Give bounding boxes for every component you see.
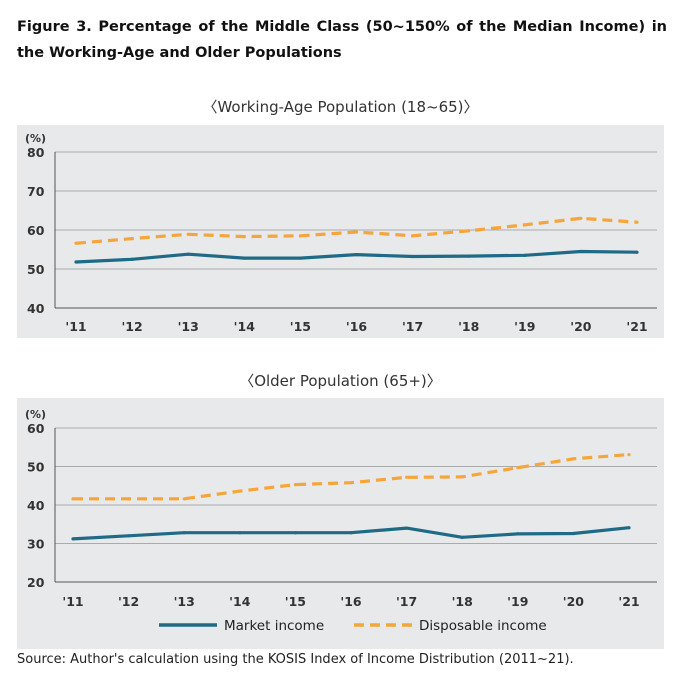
data-point [627, 526, 631, 530]
working-age-chart-svg: (%) 40 50 60 70 80 '11 '12 '13 '14 '15 '16 '17 '18 '19… [25, 132, 657, 334]
x-tick-label: '21 [618, 594, 639, 609]
source-note: Source: Author's calculation using the K… [17, 652, 574, 667]
data-point [298, 234, 302, 238]
data-point [127, 497, 131, 501]
data-point [579, 216, 583, 220]
data-point [467, 254, 471, 258]
y-tick-label: 80 [27, 145, 45, 160]
data-point [460, 535, 464, 539]
figure-title: Figure 3. Percentage of the Middle Class… [17, 19, 667, 61]
y-unit-label: (%) [25, 408, 46, 421]
x-tick-label: '16 [340, 594, 362, 609]
chart-panel: (%) 40 50 60 70 80 '11 '12 '13 '14 '15 '16 '17 '18 '19… [17, 125, 664, 338]
x-tick-label: '12 [118, 594, 139, 609]
data-point [130, 236, 134, 241]
y-tick-label: 50 [27, 262, 45, 277]
x-tick-label: '21 [626, 319, 647, 334]
x-tick-label: '17 [402, 319, 423, 334]
x-tick-label: '13 [174, 594, 195, 609]
legend-label: Disposable income [419, 618, 547, 634]
data-point [130, 257, 134, 261]
data-point [242, 256, 246, 260]
y-tick-label: 30 [27, 537, 45, 552]
x-tick-label: '20 [563, 594, 585, 609]
y-tick-label: 60 [27, 223, 45, 238]
y-tick-label: 60 [27, 421, 45, 436]
x-tick-label: '11 [65, 319, 86, 334]
data-point [523, 223, 527, 227]
x-tick-label: '12 [121, 319, 142, 334]
data-point [74, 260, 78, 264]
data-point [186, 232, 190, 236]
y-tick-label: 40 [27, 498, 45, 513]
data-point [127, 534, 131, 538]
x-tick-label: '19 [514, 319, 535, 334]
data-point [635, 250, 639, 254]
data-point [71, 537, 75, 541]
data-point [579, 249, 583, 254]
y-tick-label: 50 [27, 460, 45, 475]
data-point [298, 256, 302, 260]
data-point [349, 531, 353, 535]
x-tick-label: '17 [396, 594, 417, 609]
data-point [354, 230, 359, 234]
x-tick-label: '18 [452, 594, 473, 609]
data-point [571, 531, 576, 536]
older-population-chart: 〈Older Population (65+)〉 (%) 20 30 40 50 60 '1… [17, 369, 664, 649]
data-point [411, 254, 415, 259]
chart-title: 〈Older Population (65+)〉 [239, 372, 442, 390]
y-tick-label: 20 [27, 575, 45, 590]
data-point [635, 220, 639, 224]
x-tick-label: '19 [507, 594, 528, 609]
data-point [349, 481, 353, 485]
x-tick-label: '14 [234, 319, 256, 334]
y-tick-label: 70 [27, 184, 45, 199]
data-point [293, 531, 297, 535]
data-point [71, 497, 75, 501]
data-point [242, 235, 246, 239]
x-tick-label: '15 [285, 594, 306, 609]
data-point [186, 252, 190, 256]
data-point [627, 452, 631, 457]
legend-label: Market income [224, 618, 324, 634]
data-point [182, 497, 186, 501]
chart-title: 〈Working-Age Population (18~65)〉 [202, 98, 479, 116]
older-population-chart-svg: (%) 20 30 40 50 60 '11 '12 '13 '14 '15 '16 '17 '18 '19… [25, 408, 657, 634]
y-unit-label: (%) [25, 132, 46, 145]
data-point [411, 234, 415, 238]
data-point [571, 457, 576, 461]
data-point [516, 532, 520, 536]
x-tick-label: '14 [229, 594, 251, 609]
x-tick-label: '11 [62, 594, 83, 609]
data-point [523, 253, 527, 257]
y-tick-label: 40 [27, 301, 45, 316]
chart-panel: (%) 20 30 40 50 60 '11 '12 '13 '14 '15 '16 '17 '18 '19… [17, 398, 664, 649]
data-point [467, 229, 471, 233]
data-point [293, 482, 297, 487]
working-age-chart: 〈Working-Age Population (18~65)〉 (%) 40 50… [17, 95, 664, 338]
data-point [182, 531, 186, 535]
disposable-income-line [73, 453, 630, 501]
x-tick-label: '18 [458, 319, 479, 334]
data-point [460, 475, 464, 479]
data-point [405, 526, 409, 530]
x-tick-label: '13 [178, 319, 199, 334]
data-point [405, 475, 409, 479]
data-point [238, 531, 242, 535]
data-point [74, 241, 78, 245]
x-tick-label: '15 [290, 319, 311, 334]
x-tick-label: '20 [570, 319, 592, 334]
data-point [516, 466, 520, 470]
x-tick-label: '16 [346, 319, 368, 334]
data-point [354, 252, 359, 257]
data-point [238, 489, 242, 493]
